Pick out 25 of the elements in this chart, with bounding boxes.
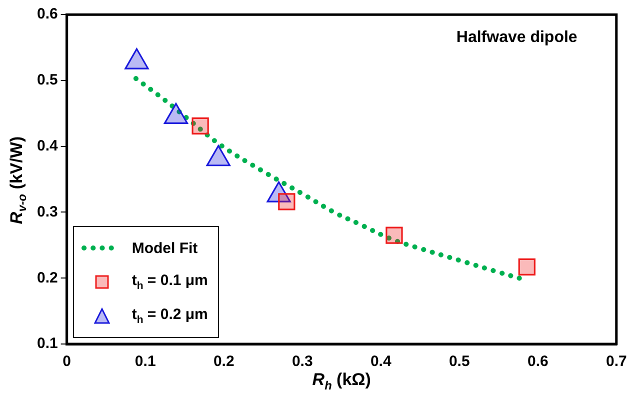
point (386, 226, 403, 244)
x-tick-label: 0.1 (134, 353, 156, 370)
point (164, 102, 188, 124)
x-tick-label: 0.4 (370, 353, 392, 370)
y-tick-label: 0.3 (36, 203, 58, 220)
x-tick-label: 0.3 (292, 353, 313, 370)
x-tick-label: 0.5 (448, 353, 470, 370)
x-tick-label: 0.2 (213, 353, 234, 370)
point (278, 193, 296, 210)
x-tick-label: 0.7 (606, 353, 627, 370)
legend-label: t$_{h}$ = 0.2 μm (132, 306, 208, 326)
point (124, 48, 149, 70)
y-tick-label: 0.6 (36, 6, 58, 23)
point (206, 145, 230, 166)
y-tick-label: 0.5 (36, 72, 58, 89)
y-tick-label: 0.2 (36, 269, 58, 286)
legend-label: Model Fit (132, 240, 198, 256)
x-tick-label: 0 (62, 353, 72, 370)
y-tick-label: 0.4 (36, 138, 58, 154)
x-axis-title: R$_{h}$ (kΩ) (311, 370, 372, 392)
annotation: Halfwave dipole (456, 28, 578, 47)
y-tick-label: 0.1 (36, 335, 58, 352)
x-tick-label: 0.6 (527, 353, 548, 370)
point (518, 258, 536, 276)
legend-label: t$_{h}$ = 0.1 μm (132, 272, 208, 292)
